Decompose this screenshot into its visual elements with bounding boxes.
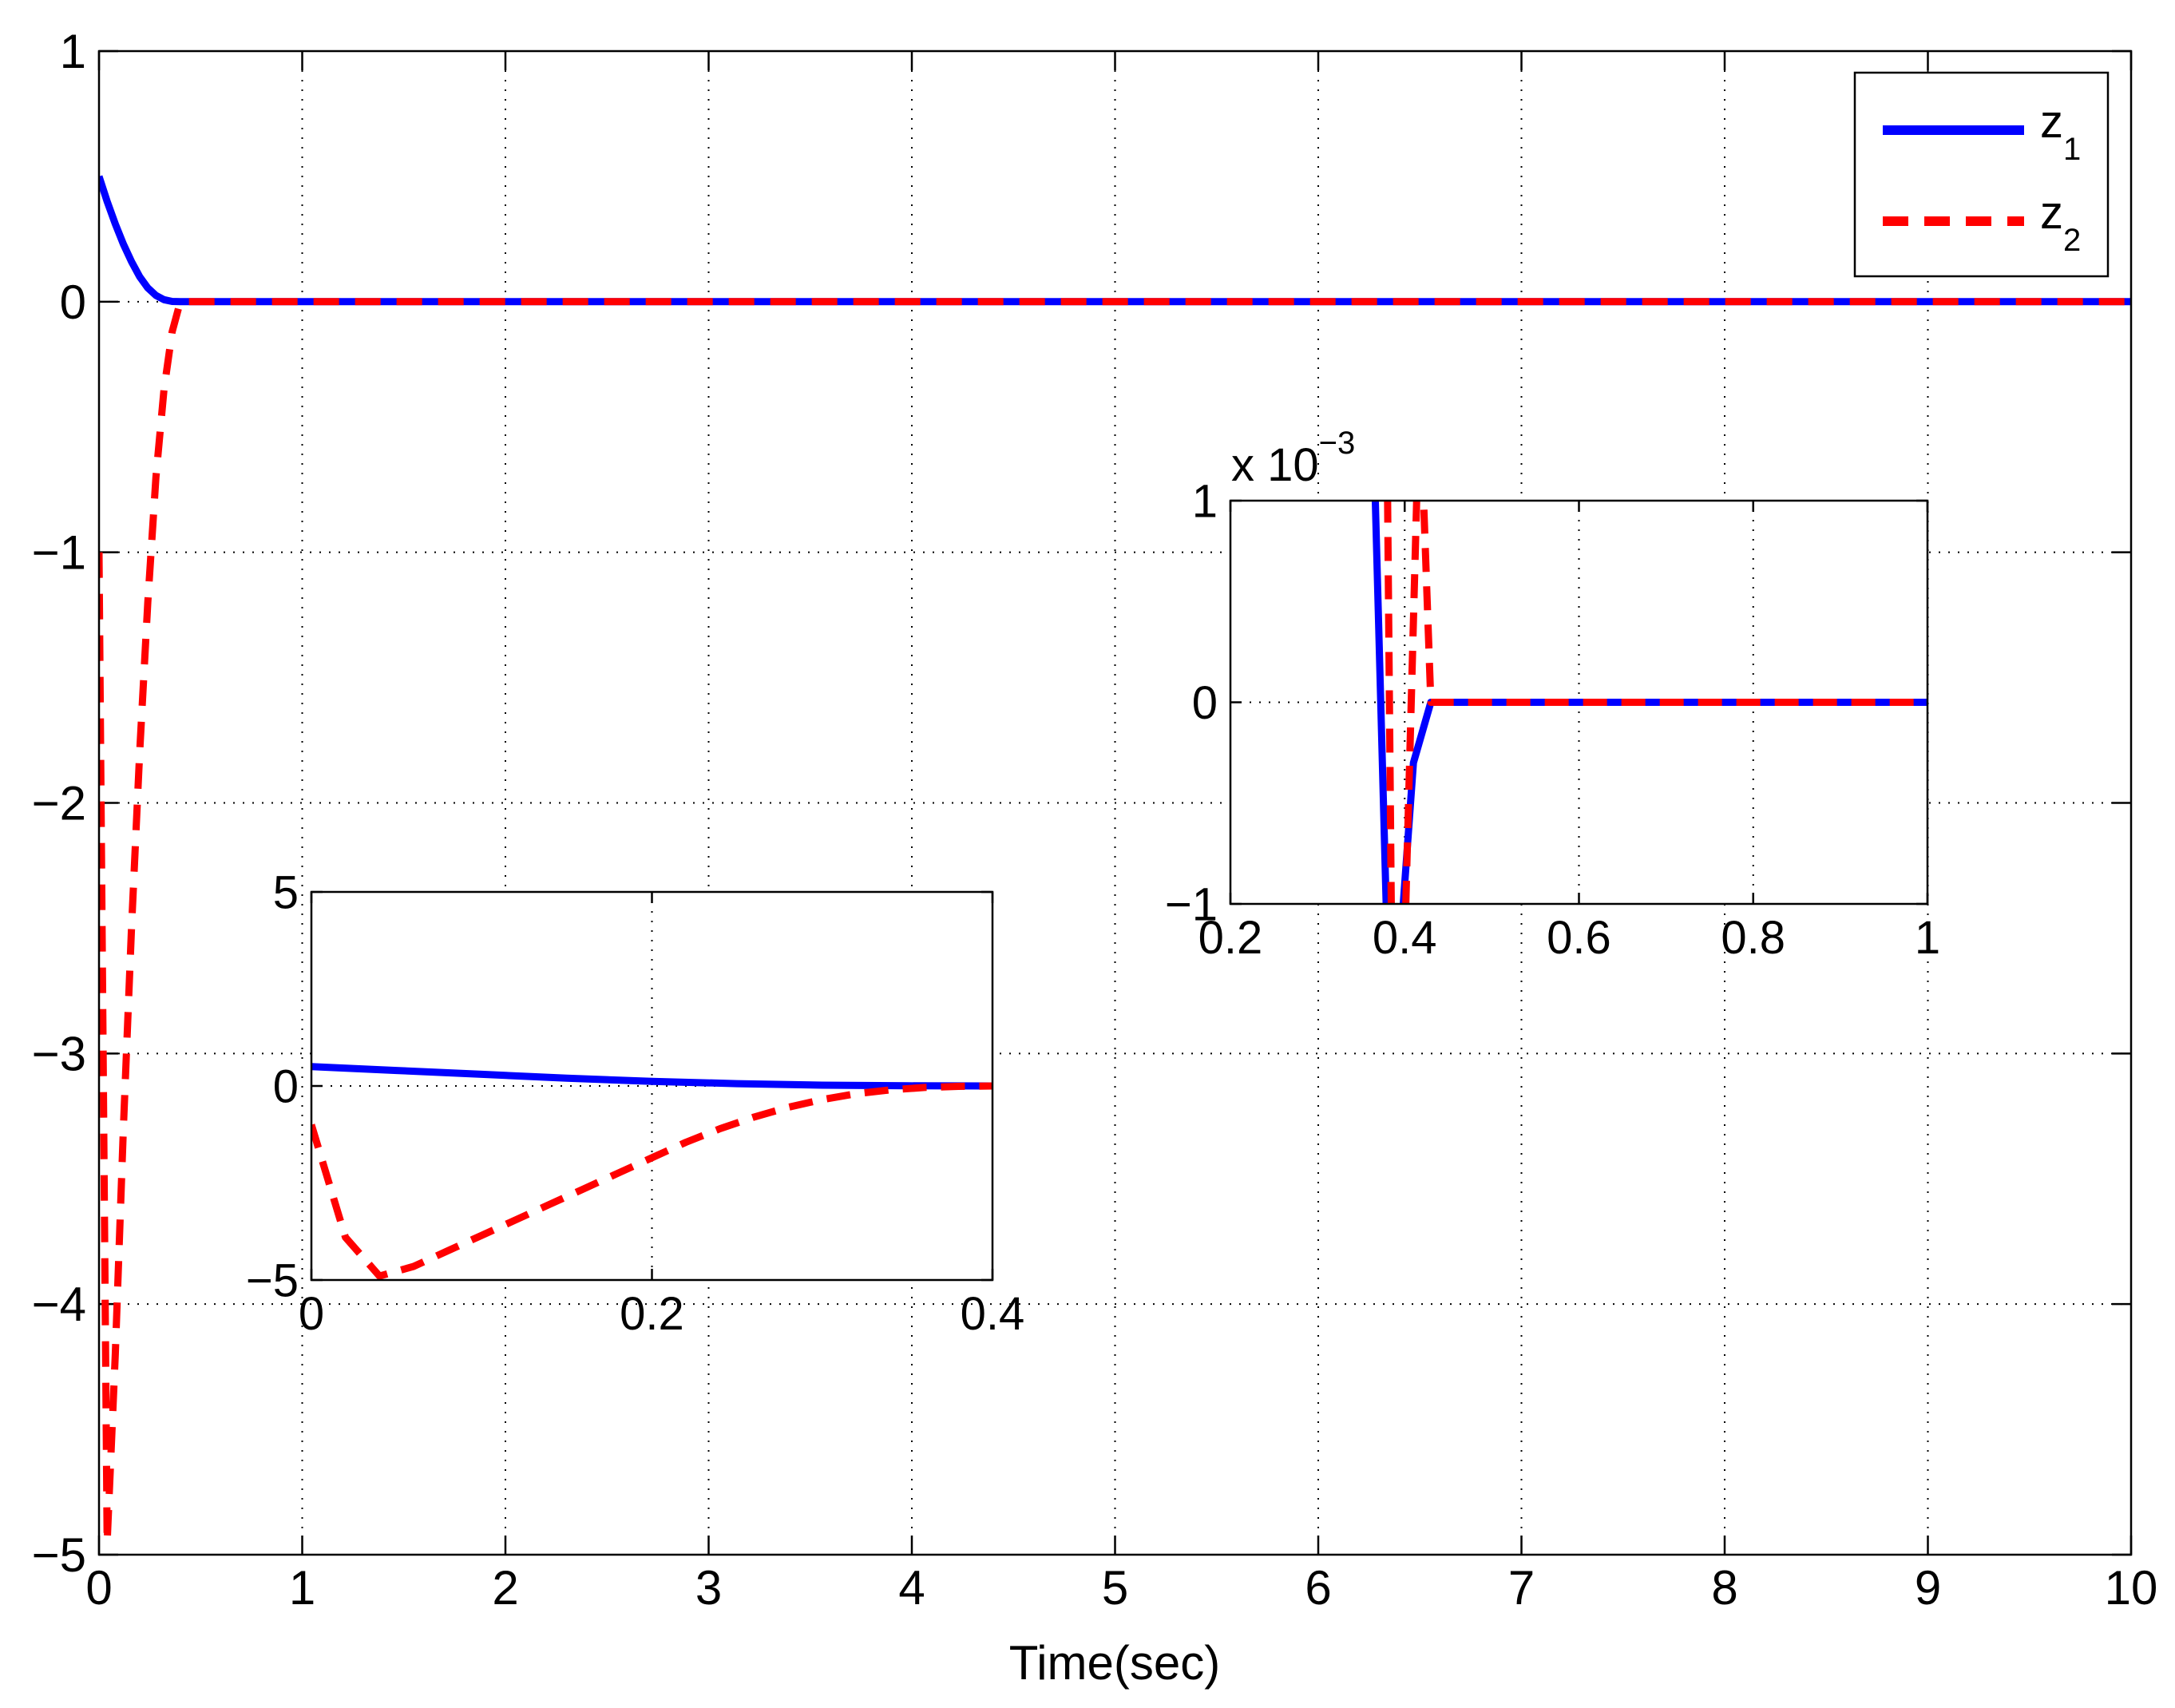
exponent-prefix: x 10 [1231, 439, 1319, 491]
main-ytick-label-5: 0 [60, 275, 86, 329]
main-xtick-label-2: 2 [492, 1561, 518, 1615]
settle-ytick-label-0: −1 [1165, 878, 1218, 930]
x-axis-label: Time(sec) [1009, 1636, 1220, 1690]
legend-box [1853, 71, 2110, 278]
main-xtick-label-6: 6 [1305, 1561, 1331, 1615]
inset-settling-ticks: 0.2 0.4 0.6 0.8 1 −1 0 1 [1165, 475, 1940, 964]
main-ytick-label-4: −1 [32, 526, 86, 580]
main-axes-box [97, 50, 2133, 1556]
main-xtick-label-5: 5 [1102, 1561, 1128, 1615]
inset-early-series [311, 1063, 992, 1280]
settle-ytick-label-2: 1 [1192, 475, 1218, 527]
legend-label-z1: z1 [2040, 96, 2081, 167]
settle-xtick-label-3: 0.8 [1721, 912, 1785, 964]
legend-label-z1-sub: 1 [2063, 132, 2081, 167]
main-series-z1 [99, 175, 2131, 306]
main-xtick-label-1: 1 [289, 1561, 315, 1615]
main-xtick-label-0: 0 [85, 1561, 112, 1615]
early-ytick-label-2: 5 [273, 866, 299, 918]
inset-early-ticks: 0 0.2 0.4−505 [246, 866, 1024, 1340]
main-ticks: 0 1 2 3 4 5 6 7 8 9 10−5−4−3−2−101 [32, 25, 2158, 1615]
early-ytick-label-1: 0 [273, 1060, 299, 1112]
main-ytick-label-3: −2 [32, 777, 86, 830]
early-series-z2 [311, 1082, 992, 1280]
legend-label-z2-base: z [2040, 187, 2063, 239]
main-ytick-label-0: −5 [32, 1528, 86, 1582]
inset-early-axes-box [310, 890, 994, 1282]
main-xtick-label-3: 3 [695, 1561, 722, 1615]
main-ytick-label-2: −3 [32, 1027, 86, 1080]
settle-xtick-label-1: 0.4 [1373, 912, 1437, 964]
main-xtick-label-4: 4 [898, 1561, 925, 1615]
legend-label-z2-sub: 2 [2063, 223, 2081, 258]
settle-xtick-label-0: 0.2 [1198, 912, 1263, 964]
main-xtick-label-10: 10 [2105, 1561, 2158, 1615]
settle-xtick-label-4: 1 [1915, 912, 1940, 964]
early-ytick-label-0: −5 [246, 1254, 299, 1306]
legend-label-z2: z2 [2040, 187, 2081, 258]
main-xtick-label-9: 9 [1915, 1561, 1941, 1615]
inset-settling-axes-box [1229, 499, 1929, 906]
early-xtick-label-0: 0 [299, 1288, 324, 1340]
exponent-power: −3 [1319, 426, 1356, 461]
legend: z1 z2 [1853, 71, 2110, 278]
inset-settling-axes: 0.2 0.4 0.6 0.8 1 −1 0 1 x 10−3 [1165, 426, 1940, 964]
inset-settling-series [1371, 501, 1927, 904]
main-series-z2 [99, 298, 2131, 1546]
early-xtick-label-1: 0.2 [620, 1288, 684, 1340]
inset-early-axes: 0 0.2 0.4−505 [246, 866, 1024, 1340]
main-xtick-label-8: 8 [1711, 1561, 1737, 1615]
main-ytick-label-6: 1 [60, 25, 86, 78]
main-ytick-label-1: −4 [32, 1278, 86, 1331]
legend-label-z1-base: z [2040, 96, 2063, 148]
early-xtick-label-2: 0.4 [961, 1288, 1025, 1340]
main-xtick-label-7: 7 [1508, 1561, 1535, 1615]
settle-xtick-label-2: 0.6 [1547, 912, 1611, 964]
early-series-z1 [311, 1063, 992, 1090]
inset-settling-exponent-label: x 10−3 [1231, 426, 1355, 491]
main-series [99, 175, 2131, 1546]
settle-series-z2 [1384, 501, 1927, 904]
settle-ytick-label-1: 0 [1192, 677, 1218, 729]
